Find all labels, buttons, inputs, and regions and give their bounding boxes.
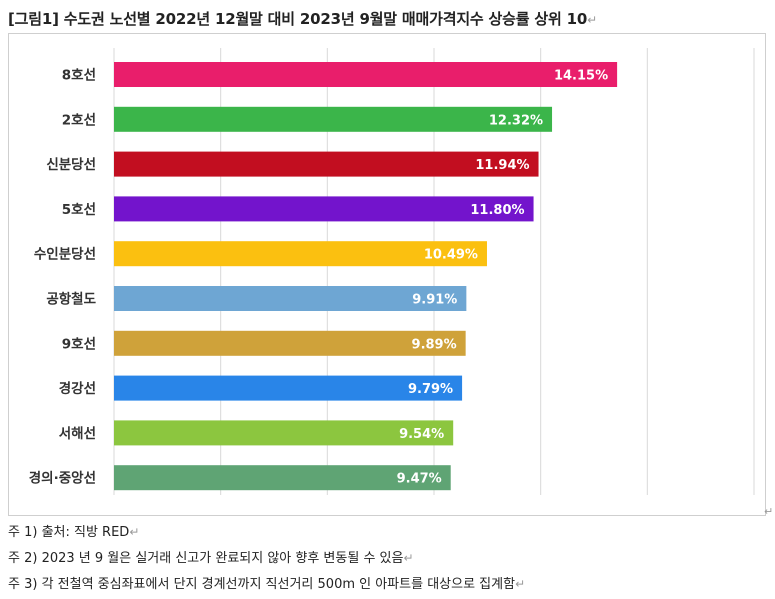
footnotes: 주 1) 출처: 직방 RED↵ 주 2) 2023 년 9 월은 실거래 신고… [8, 521, 525, 599]
category-label: 9호선 [62, 336, 96, 352]
bar [114, 286, 467, 311]
footnote-1: 주 1) 출처: 직방 RED↵ [8, 525, 140, 540]
value-label: 11.80% [470, 203, 524, 218]
value-label: 9.47% [397, 472, 442, 487]
value-labels: 14.15% 12.32% 11.94% 11.80% 10.49% 9.91% 9.89%… [397, 69, 609, 487]
bar [114, 106, 553, 132]
category-label: 공항철도 [46, 291, 96, 308]
paragraph-mark-end: ↵ [764, 505, 774, 518]
category-label: 2호선 [62, 112, 96, 128]
bar [114, 241, 487, 267]
category-label: 5호선 [62, 202, 96, 218]
category-label: 8호선 [62, 68, 96, 84]
value-label: 9.91% [412, 293, 457, 308]
chart-title: [그림1] 수도권 노선별 2022년 12월말 대비 2023년 9월말 매매… [8, 10, 597, 28]
category-label: 신분당선 [46, 156, 96, 173]
value-label: 9.54% [399, 427, 444, 442]
category-label: 경의·중앙선 [29, 470, 96, 487]
value-label: 14.15% [554, 69, 608, 84]
bar [114, 330, 466, 356]
bars [114, 62, 618, 491]
chart-frame [8, 33, 766, 516]
footnote-3: 주 3) 각 전철역 중심좌표에서 단지 경계선까지 직선거리 500m 인 아… [8, 577, 526, 592]
bar [114, 196, 534, 222]
footnote-2: 주 2) 2023 년 9 월은 실거래 신고가 완료되지 않아 향후 변동될 … [8, 551, 414, 566]
paragraph-mark: ↵ [587, 13, 597, 27]
bar [114, 62, 618, 87]
bar [114, 420, 454, 446]
category-label: 서해선 [59, 425, 96, 442]
value-label: 11.94% [475, 158, 529, 173]
value-label: 9.79% [408, 382, 453, 397]
category-label: 경강선 [59, 380, 96, 397]
bar [114, 465, 451, 491]
bar [114, 375, 463, 401]
bar [114, 151, 539, 177]
value-label: 9.89% [412, 337, 457, 352]
value-label: 10.49% [424, 248, 478, 263]
category-label: 수인분당선 [34, 246, 96, 263]
value-label: 12.32% [489, 113, 543, 128]
